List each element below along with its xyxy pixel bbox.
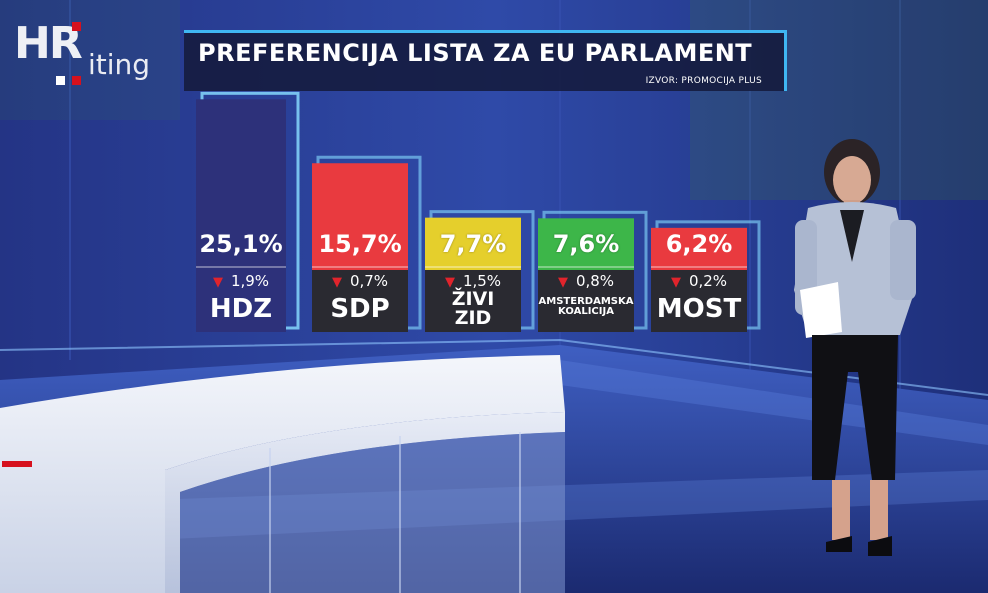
bar-value-label-1: 15,7% bbox=[318, 230, 402, 258]
bar-category-label-2: ŽIVI ZID bbox=[425, 290, 521, 328]
bar-4 bbox=[651, 227, 747, 270]
bar-1 bbox=[312, 163, 408, 270]
bar-change-label-0: ▼ 1,9% bbox=[196, 272, 286, 290]
change-value: 1,9% bbox=[230, 272, 270, 290]
change-value: 0,7% bbox=[349, 272, 389, 290]
chart-source: IZVOR: PROMOCIJA PLUS bbox=[645, 76, 762, 86]
bar-change-label-4: ▼ 0,2% bbox=[651, 272, 747, 290]
down-arrow-icon: ▼ bbox=[212, 275, 223, 290]
logo-brand: HR bbox=[14, 18, 83, 69]
bar-change-label-1: ▼ 0,7% bbox=[312, 272, 408, 290]
bar-3 bbox=[538, 218, 634, 270]
bar-label-box-4 bbox=[651, 270, 747, 332]
bar-label-box-1 bbox=[312, 270, 408, 332]
bar-value-label-0: 25,1% bbox=[199, 230, 283, 258]
bar-label-box-3 bbox=[538, 270, 634, 332]
bar-2 bbox=[425, 217, 521, 270]
bar-value-label-4: 6,2% bbox=[665, 230, 733, 258]
bar-value-label-3: 7,6% bbox=[552, 230, 620, 258]
bar-category-line: ŽIVI bbox=[451, 288, 495, 310]
bar-separator-4 bbox=[651, 266, 747, 268]
bar-category-label-4: MOST bbox=[656, 294, 742, 324]
down-arrow-icon: ▼ bbox=[557, 275, 568, 290]
chart-bars bbox=[196, 91, 761, 332]
bar-category-label-1: SDP bbox=[330, 294, 390, 324]
presenter-figure bbox=[794, 139, 916, 556]
bar-value-label-2: 7,7% bbox=[439, 230, 507, 258]
bar-separator-0 bbox=[196, 266, 286, 268]
chart-title-banner: PREFERENCIJA LISTA ZA EU PARLAMENT IZVOR… bbox=[184, 30, 787, 91]
bar-category-label-3: AMSTERDAMSKA KOALICIJA bbox=[538, 297, 634, 317]
logo-red-square-icon bbox=[72, 22, 81, 31]
logo-white-square-icon bbox=[56, 76, 65, 85]
bar-category-label-0: HDZ bbox=[209, 294, 273, 324]
change-value: 0,8% bbox=[575, 272, 615, 290]
bar-change-label-3: ▼ 0,8% bbox=[538, 272, 634, 290]
bar-label-box-2 bbox=[425, 270, 521, 332]
down-arrow-icon: ▼ bbox=[444, 275, 455, 290]
down-arrow-icon: ▼ bbox=[670, 275, 681, 290]
bar-category-line: AMSTERDAMSKA bbox=[538, 296, 634, 307]
bar-separator-3 bbox=[538, 266, 634, 268]
bar-separator-1 bbox=[312, 266, 408, 268]
logo-red-square-icon-2 bbox=[72, 76, 81, 85]
chart-title: PREFERENCIJA LISTA ZA EU PARLAMENT bbox=[198, 39, 753, 67]
bar-0 bbox=[196, 99, 286, 332]
change-value: 0,2% bbox=[688, 272, 728, 290]
down-arrow-icon: ▼ bbox=[331, 275, 342, 290]
bar-separator-2 bbox=[425, 266, 521, 268]
bar-category-line: ZID bbox=[454, 307, 492, 329]
logo-program: iting bbox=[88, 48, 151, 81]
broadcaster-logo: HR iting bbox=[14, 18, 189, 88]
bar-change-label-2: ▼ 1,5% bbox=[425, 272, 521, 290]
change-value: 1,5% bbox=[462, 272, 502, 290]
bar-category-line: KOALICIJA bbox=[558, 306, 614, 317]
